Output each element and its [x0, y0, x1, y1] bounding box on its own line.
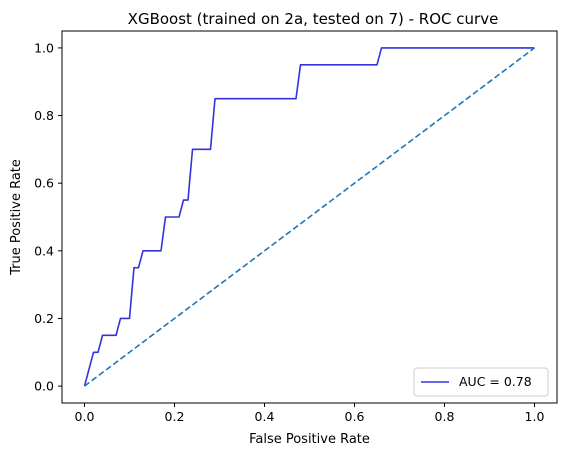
- roc-curve-line: [83, 47, 535, 387]
- legend-label: AUC = 0.78: [459, 374, 532, 389]
- x-tick-label: 1.0: [525, 409, 545, 424]
- plot-frame: [61, 30, 558, 404]
- y-tick-label: 0.8: [34, 108, 54, 123]
- chart-title: XGBoost (trained on 2a, tested on 7) - R…: [128, 10, 499, 28]
- y-tick-label: 0.4: [34, 243, 54, 258]
- chance-diagonal-line: [84, 47, 535, 387]
- legend-box: [413, 367, 549, 397]
- legend: AUC = 0.78: [413, 367, 549, 397]
- x-tick-label: 0.6: [345, 409, 365, 424]
- y-tick-label: 0.6: [34, 176, 54, 191]
- x-tick-label: 0.4: [255, 409, 275, 424]
- y-tick-label: 0.0: [34, 379, 54, 394]
- y-axis-ticks: 0.0 0.2 0.4 0.6 0.8 1.0: [34, 40, 62, 394]
- x-axis-label: False Positive Rate: [249, 432, 370, 447]
- y-tick-label: 0.2: [34, 311, 54, 326]
- y-axis-label: True Positive Rate: [9, 159, 24, 276]
- x-tick-label: 0.0: [75, 409, 95, 424]
- y-tick-label: 1.0: [34, 40, 54, 55]
- x-tick-label: 0.8: [435, 409, 455, 424]
- x-axis-ticks: 0.0 0.2 0.4 0.6 0.8 1.0: [75, 403, 545, 424]
- x-tick-label: 0.2: [165, 409, 185, 424]
- series-layer: [83, 47, 535, 387]
